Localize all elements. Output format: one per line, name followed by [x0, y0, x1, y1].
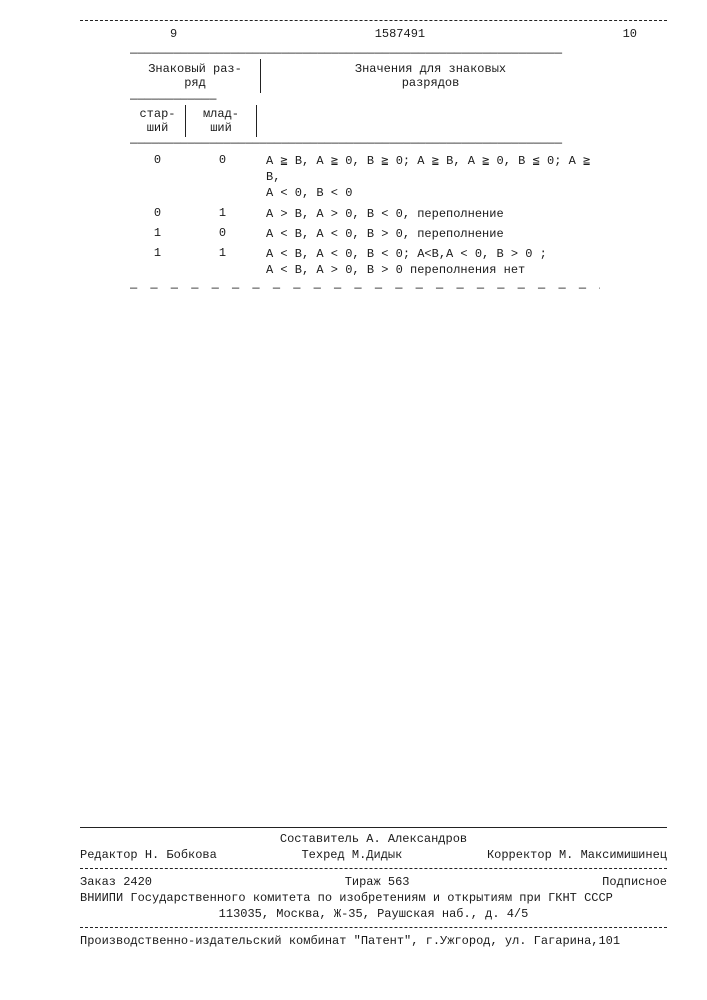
footer-corrector-name: М. Максимишинец: [559, 848, 667, 862]
patent-number: 1587491: [375, 27, 425, 41]
table-row: 1 1 A < B, A < 0, B < 0; A<B,A < 0, B > …: [130, 246, 600, 278]
page-numbers: 9 1587491 10: [110, 27, 667, 41]
footer-order: Заказ 2420: [80, 875, 152, 889]
header-values-col: Значения для знаковых разрядов: [261, 59, 600, 93]
table-row: 0 1 A > B, A > 0, B < 0, переполнение: [130, 206, 600, 222]
footer-prod: Производственно-издательский комбинат "П…: [80, 934, 667, 948]
subheader-col2: млад- ший: [186, 105, 256, 137]
cell-c1: 0: [130, 153, 185, 167]
cell-value: A ≧ B, A ≧ 0, B ≧ 0; A ≧ B, A ≧ 0, B ≦ 0…: [260, 153, 600, 202]
cell-c2: 0: [185, 226, 260, 240]
footer-block: Составитель А. Александров Редактор Н. Б…: [80, 827, 667, 950]
page-number-left: 9: [170, 27, 177, 41]
table-rule-top: ————————————————————————————————————————…: [130, 47, 600, 59]
page-root: 9 1587491 10 ———————————————————————————…: [0, 0, 707, 1000]
page-number-right: 10: [623, 27, 637, 41]
data-table: ————————————————————————————————————————…: [130, 47, 600, 294]
footer-composer: Составитель А. Александров: [280, 832, 467, 846]
footer-rule-1: [80, 827, 667, 828]
footer-rule-2: [80, 868, 667, 869]
footer-editor-name: Н. Бобкова: [145, 848, 217, 862]
footer-composer-line: Составитель А. Александров: [80, 832, 667, 846]
subheader-spacer: [257, 105, 600, 137]
footer-order-line: Заказ 2420 Тираж 563 Подписное: [80, 875, 667, 889]
cell-c1: 1: [130, 246, 185, 260]
cell-c2: 1: [185, 246, 260, 260]
table-header: Знаковый раз- ряд Значения для знаковых …: [130, 59, 600, 93]
footer-subscr: Подписное: [602, 875, 667, 889]
footer-credits-line: Редактор Н. Бобкова Техред М.Дидык Корре…: [80, 848, 667, 862]
table-rule-bottom: — — — — — — — — — — — — — — — — — — — — …: [130, 282, 600, 294]
table-rule-mid: ————————————————————————————————————————…: [130, 137, 600, 149]
footer-techred: Техред М.Дидык: [301, 848, 402, 862]
cell-value: A < B, A < 0, B < 0; A<B,A < 0, B > 0 ; …: [260, 246, 600, 278]
table-row: 1 0 A < B, A < 0, B > 0, переполнение: [130, 226, 600, 242]
cell-c1: 0: [130, 206, 185, 220]
footer-addr: 113035, Москва, Ж-35, Раушская наб., д. …: [80, 907, 667, 921]
header-sign-col: Знаковый раз- ряд: [130, 59, 260, 93]
footer-corrector: Корректор М. Максимишинец: [487, 848, 667, 862]
footer-tirazh: Тираж 563: [345, 875, 410, 889]
cell-c2: 1: [185, 206, 260, 220]
footer-editor: Редактор Н. Бобкова: [80, 848, 217, 862]
table-row: 0 0 A ≧ B, A ≧ 0, B ≧ 0; A ≧ B, A ≧ 0, B…: [130, 153, 600, 202]
footer-rule-3: [80, 927, 667, 928]
table-subheader: стар- ший млад- ший: [130, 105, 600, 137]
top-rule: [80, 20, 667, 21]
cell-value: A < B, A < 0, B > 0, переполнение: [260, 226, 600, 242]
cell-value: A > B, A > 0, B < 0, переполнение: [260, 206, 600, 222]
cell-c1: 1: [130, 226, 185, 240]
cell-c2: 0: [185, 153, 260, 167]
footer-org: ВНИИПИ Государственного комитета по изоб…: [80, 891, 667, 905]
footer-techred-name: М.Дидык: [352, 848, 402, 862]
footer-corrector-label: Корректор: [487, 848, 552, 862]
footer-editor-label: Редактор: [80, 848, 138, 862]
footer-techred-label: Техред: [301, 848, 344, 862]
subheader-col1: стар- ший: [130, 105, 185, 137]
subheader-rule: ————————————: [130, 93, 260, 105]
